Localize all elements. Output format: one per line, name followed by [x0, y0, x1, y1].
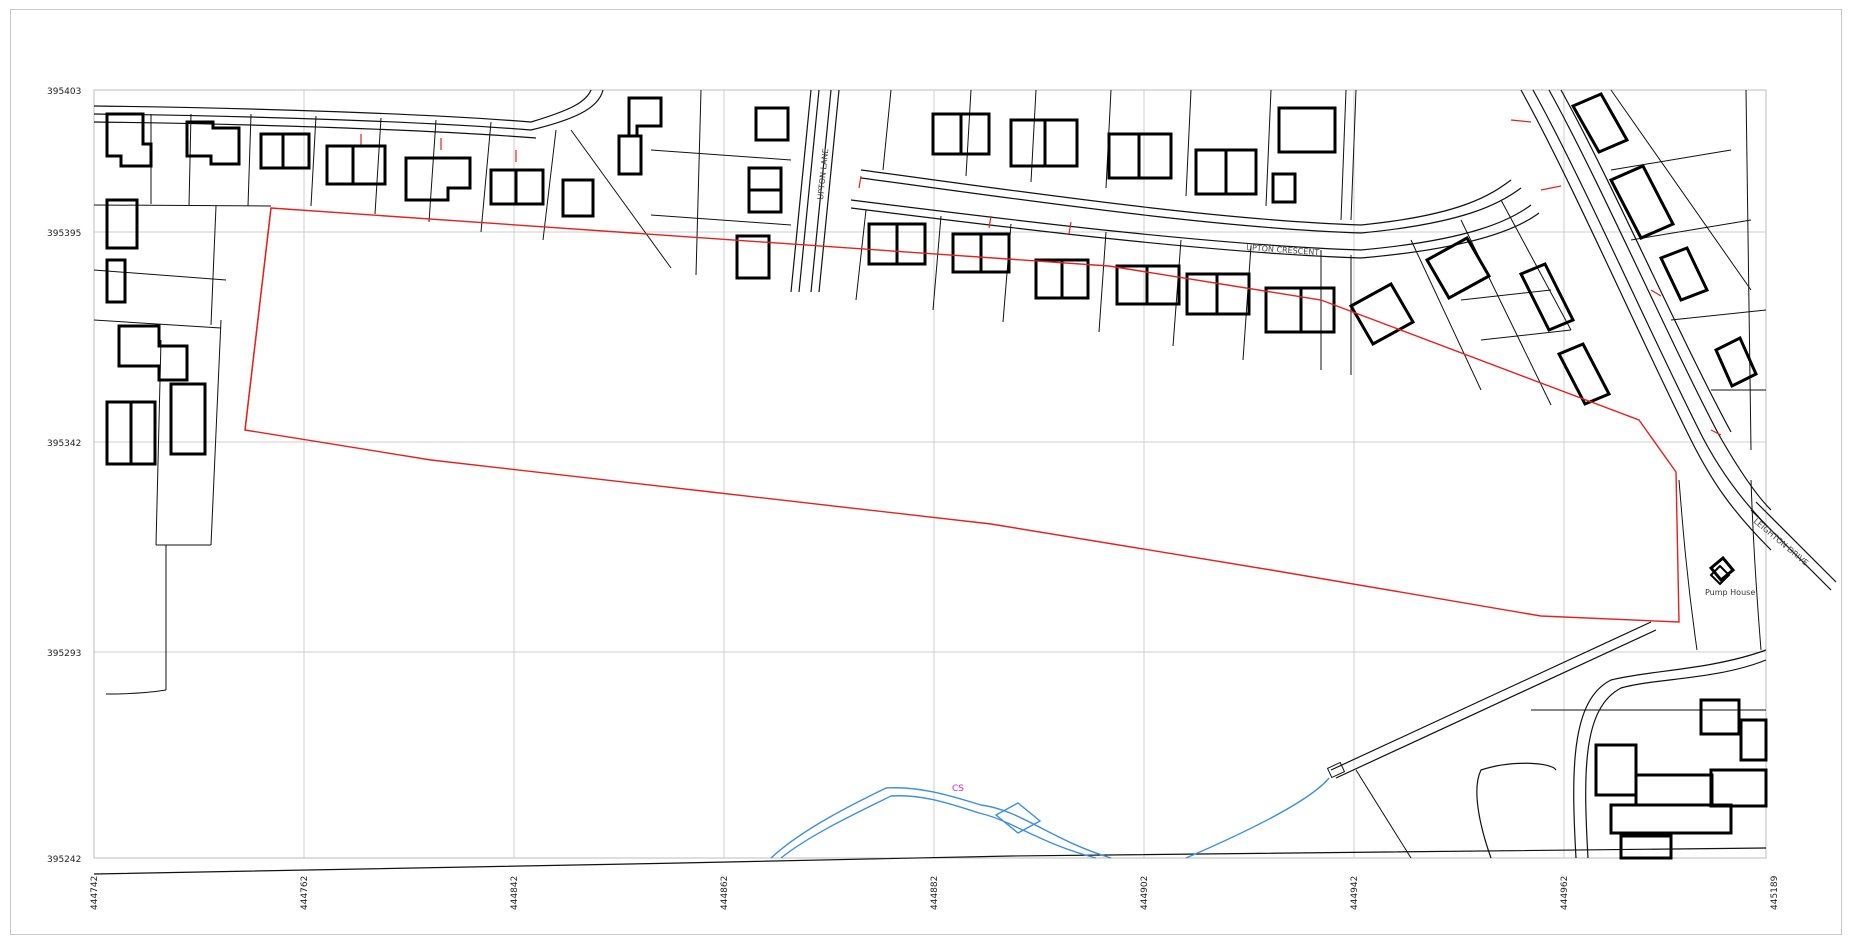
y-tick-label: 395293 — [47, 649, 81, 659]
x-tick-label: 444902 — [1140, 876, 1150, 910]
x-axis-labels: 444742 444762 444842 444862 444882 44490… — [90, 875, 1780, 910]
y-tick-label: 395403 — [47, 87, 81, 97]
x-tick-label: 445189 — [1770, 875, 1780, 910]
y-tick-label: 395342 — [47, 439, 81, 449]
plot-boundaries-middle — [855, 89, 1767, 451]
road-label-upton-crescent: UPTON CRESCENT — [1246, 243, 1320, 257]
watercourse-label: CS — [952, 784, 964, 794]
pump-house-label: Pump House — [1705, 588, 1755, 597]
map-sheet: 395403 395395 395342 395293 395242 44474… — [10, 9, 1842, 935]
site-boundary-west — [244, 207, 272, 431]
boundary-markers — [360, 119, 1722, 436]
buildings — [105, 92, 1758, 583]
x-tick-label: 444942 — [1350, 876, 1360, 910]
pump-house: Pump House — [1678, 479, 1762, 651]
x-tick-label: 444862 — [720, 876, 730, 910]
road-upton-lane — [790, 89, 840, 293]
x-tick-label: 444842 — [510, 876, 520, 910]
y-axis-labels: 395403 395395 395342 395293 395242 — [47, 87, 81, 865]
map-canvas[interactable]: 395403 395395 395342 395293 395242 44474… — [11, 10, 1843, 936]
x-tick-label: 444762 — [300, 876, 310, 910]
south-east-estate — [1355, 649, 1768, 860]
x-tick-label: 444962 — [1560, 876, 1570, 910]
x-tick-label: 444882 — [930, 876, 940, 910]
watercourse: CS — [770, 777, 1330, 859]
map-frame — [93, 89, 1767, 859]
coordinate-grid — [94, 90, 1766, 858]
plot-boundaries-north — [93, 89, 792, 695]
road-label-leighton-drive: LEIGHTON DRIVE — [1752, 517, 1810, 568]
road-label-upton-lane: UPTON LANE — [816, 148, 830, 200]
southern-boundary — [93, 847, 1767, 875]
road-leighton-drive — [1520, 89, 1837, 591]
footpath — [1326, 621, 1657, 779]
y-tick-label: 395242 — [47, 855, 81, 865]
site-boundary — [244, 207, 1680, 623]
x-tick-label: 444742 — [90, 876, 100, 910]
y-tick-label: 395395 — [47, 229, 81, 239]
